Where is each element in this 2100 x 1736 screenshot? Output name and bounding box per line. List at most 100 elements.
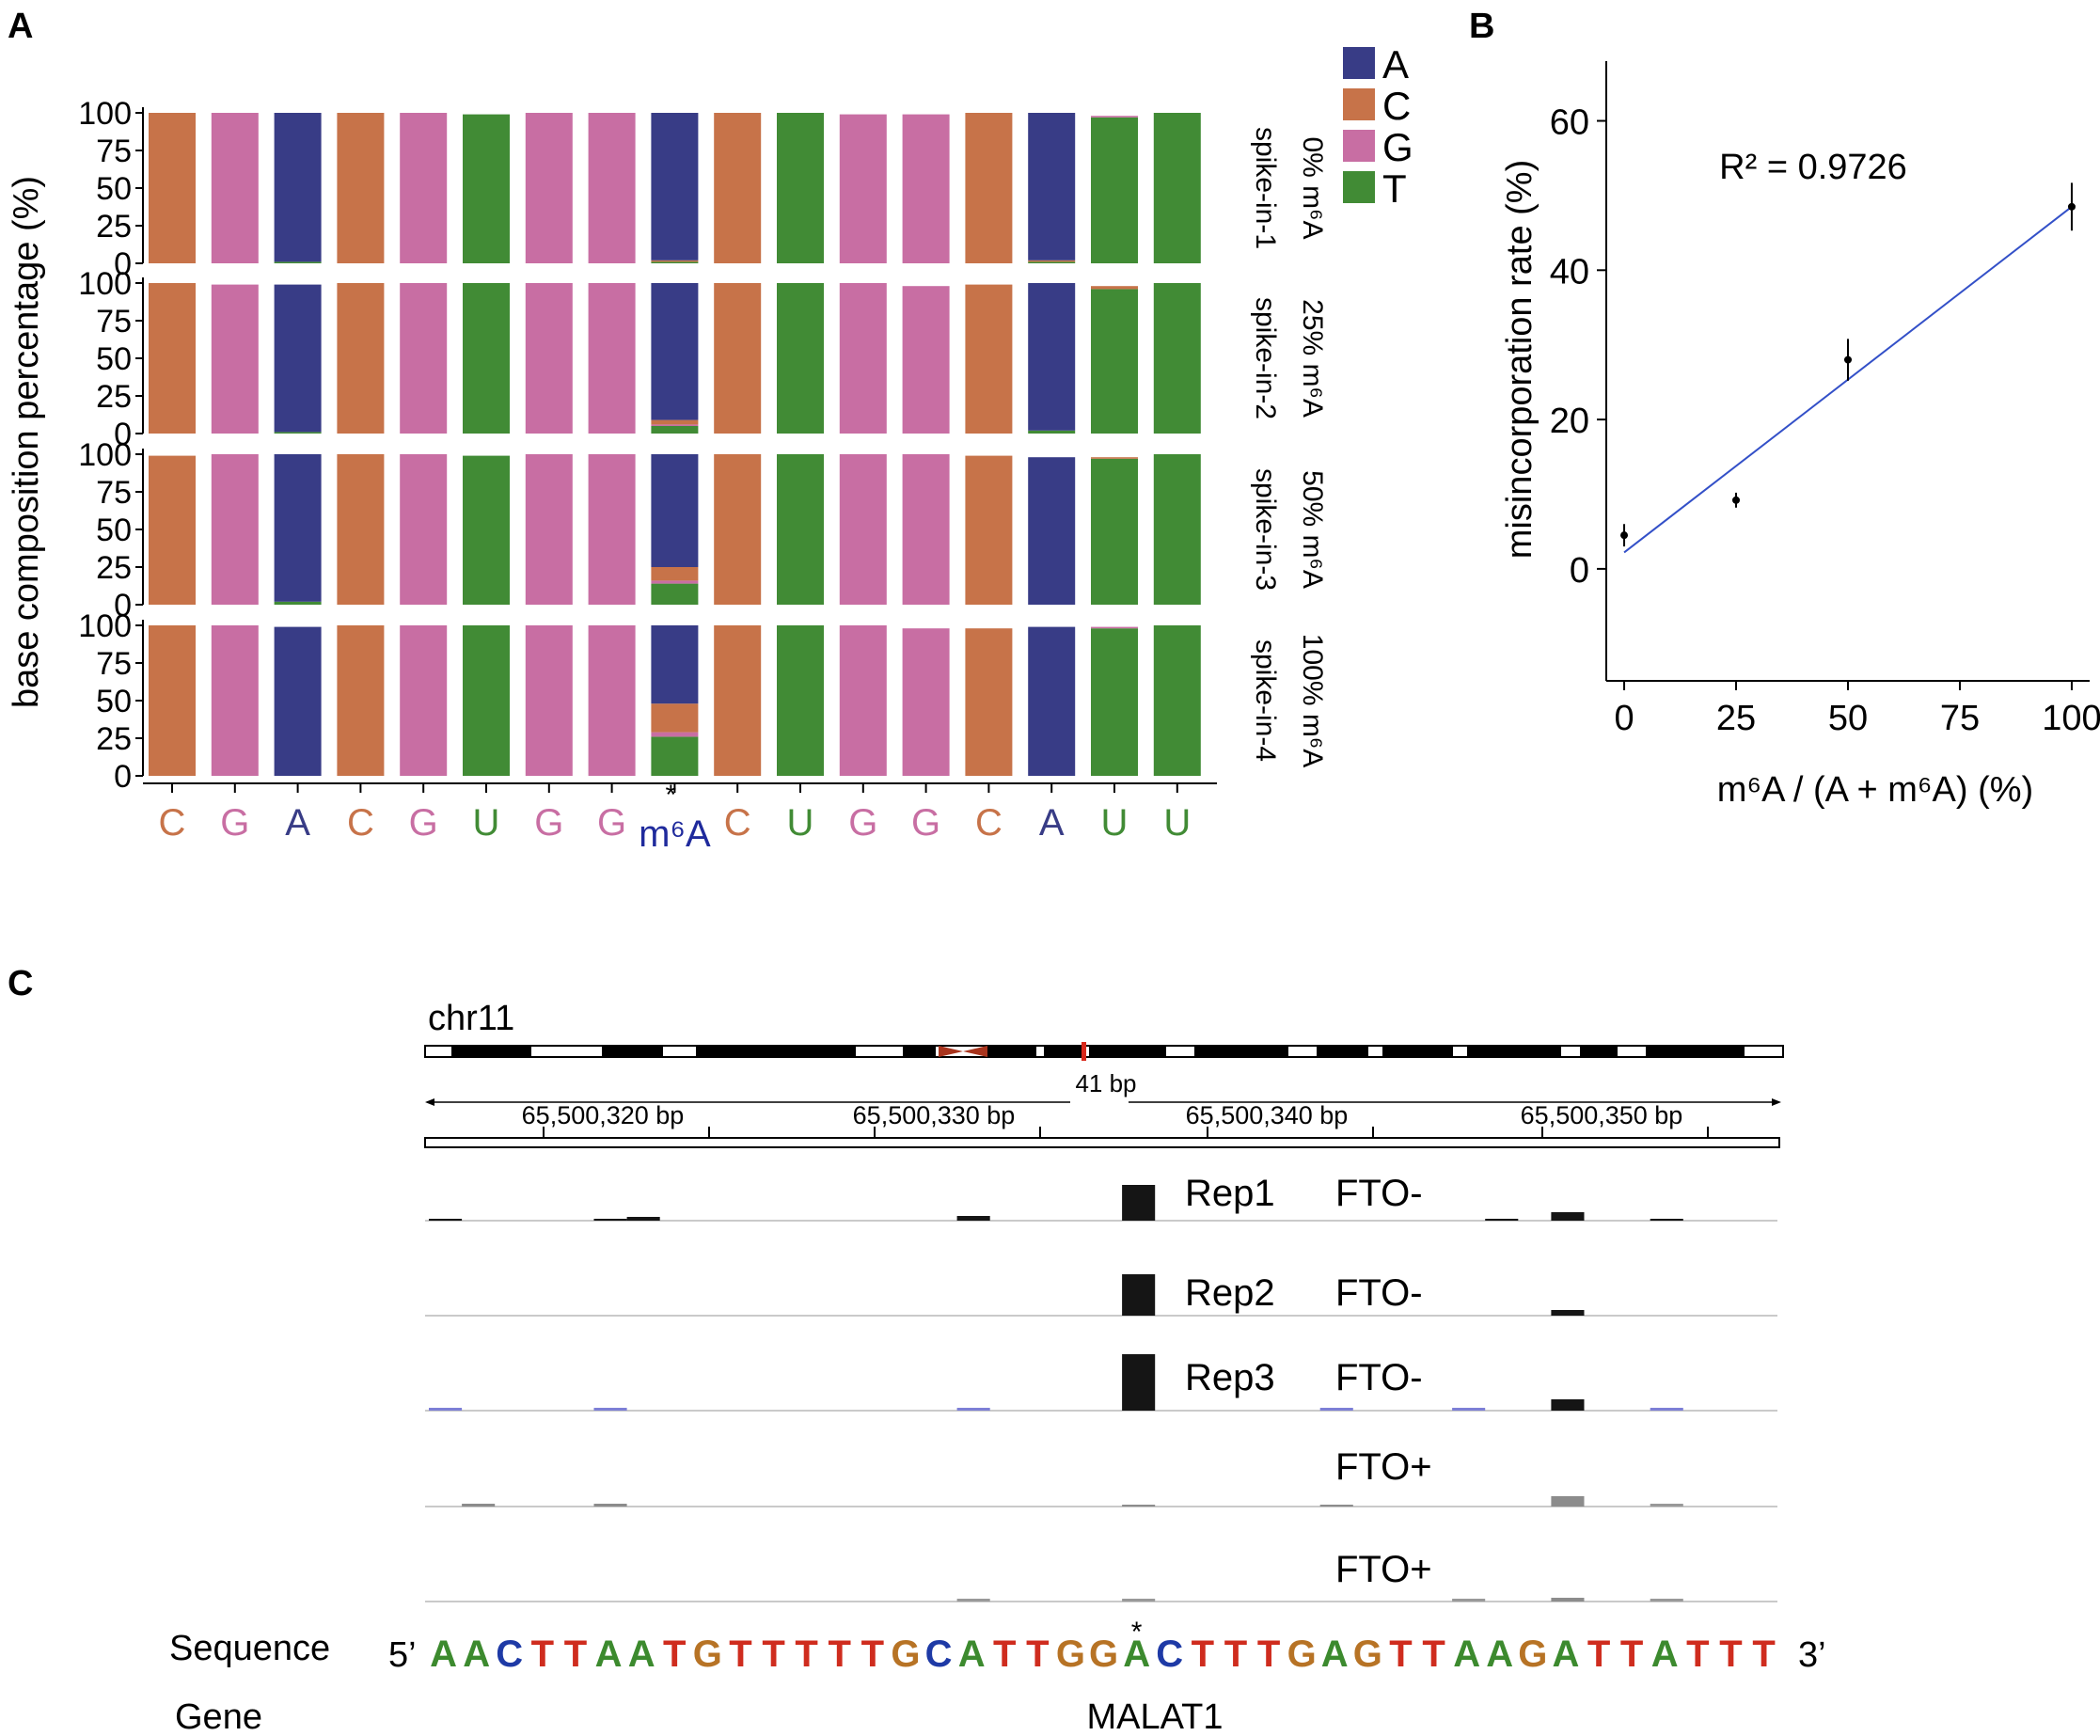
bar-segment-G — [651, 424, 699, 426]
bar-segment-G — [211, 454, 259, 605]
track-replicate-label: Rep3 — [1185, 1357, 1275, 1398]
bar-segment-C — [337, 625, 385, 776]
coverage-bar — [1122, 1274, 1156, 1316]
coverage-bar — [1122, 1354, 1156, 1411]
sequence-base: G — [1287, 1633, 1317, 1675]
sequence-base: T — [762, 1633, 784, 1675]
y-tick-label: 50 — [96, 171, 132, 207]
x-tick-label: C — [347, 802, 374, 844]
sequence-base: T — [795, 1633, 817, 1675]
sequence-base: A — [1123, 1633, 1150, 1675]
ideogram-window-marker — [1082, 1042, 1086, 1061]
track-condition-label: FTO+ — [1335, 1446, 1432, 1488]
bar-segment-G — [651, 580, 699, 584]
facet-strip-spike-in-3: spike-in-3 50% m⁶A — [1250, 468, 1328, 591]
panel-c-five-prime: 5’ — [388, 1635, 417, 1675]
legend-label-C: C — [1382, 84, 1411, 128]
coordinate-label: 65,500,340 bp — [1186, 1101, 1349, 1129]
panel-c-three-prime: 3’ — [1798, 1635, 1826, 1675]
bar-segment-A — [1028, 283, 1076, 431]
ruler-bar — [424, 1137, 1780, 1148]
y-tick-label: 50 — [96, 684, 132, 719]
coverage-bar — [956, 1408, 990, 1411]
coverage-bar — [429, 1219, 463, 1221]
coverage-bar — [593, 1219, 627, 1221]
bar-segment-G — [400, 625, 448, 776]
x-tick-label: A — [1039, 802, 1065, 844]
track-4: FTO+ — [425, 1446, 1777, 1507]
coverage-bar — [1650, 1599, 1683, 1602]
y-tick-label: 25 — [96, 550, 132, 586]
bar-segment-G — [211, 284, 259, 434]
panel-b-scatter: misincorporation rate (%) m⁶A / (A + m⁶A… — [1500, 61, 2100, 810]
coverage-bar — [1650, 1504, 1683, 1507]
x-tick-label: 0 — [1614, 699, 1634, 738]
track-condition-label: FTO- — [1335, 1357, 1423, 1398]
y-tick-label: 25 — [96, 379, 132, 415]
bar-segment-T — [651, 583, 699, 605]
panel-label-b: B — [1469, 7, 1494, 46]
panel-c-tracks: Rep1 FTO- Rep2 FTO- Rep3 FTO- FTO+ FTO+ — [425, 1173, 1777, 1602]
bar-segment-T — [463, 455, 510, 605]
bar-segment-T — [274, 261, 322, 263]
coordinate-label: 65,500,330 bp — [853, 1101, 1016, 1129]
panel-b-plot: 0 25 50 75 100 0 20 40 60 — [1550, 61, 2100, 738]
coordinate-label: 65,500,320 bp — [522, 1101, 685, 1129]
y-tick-label: 0 — [1570, 551, 1589, 591]
panel-c-gene-label: Gene — [175, 1697, 262, 1736]
y-tick-label: 0 — [114, 417, 132, 452]
ideogram-band — [903, 1046, 936, 1057]
ideogram-band — [1317, 1046, 1368, 1057]
track-condition-label: FTO- — [1335, 1272, 1423, 1314]
coverage-bar — [462, 1504, 496, 1507]
facet-condition: 50% m⁶A — [1297, 470, 1328, 589]
y-tick-label: 0 — [114, 759, 132, 795]
coverage-bar — [1485, 1219, 1519, 1221]
y-tick-label: 75 — [96, 646, 132, 682]
sequence-base: G — [693, 1633, 722, 1675]
facet-name: spike-in-3 — [1250, 468, 1281, 591]
sequence-base: T — [663, 1633, 686, 1675]
bar-segment-G — [525, 625, 573, 776]
sequence-base: G — [1056, 1633, 1085, 1675]
coverage-bar — [429, 1408, 463, 1411]
bar-segment-T — [1028, 430, 1076, 434]
facet-name: spike-in-4 — [1250, 639, 1281, 762]
track-replicate-label: Rep1 — [1185, 1173, 1275, 1214]
bar-segment-T — [1091, 458, 1138, 605]
bar-segment-G — [400, 113, 448, 263]
sequence-base: T — [993, 1633, 1016, 1675]
track-3: Rep3 FTO- — [425, 1354, 1777, 1412]
bar-segment-C — [714, 283, 762, 434]
bar-segment-T — [1091, 289, 1138, 434]
bar-segment-T — [651, 736, 699, 776]
bar-segment-G — [588, 113, 636, 263]
coverage-bar — [1122, 1505, 1156, 1507]
bar-segment-A — [274, 284, 322, 433]
bar-segment-T — [1028, 261, 1076, 263]
sequence-base: T — [861, 1633, 884, 1675]
sequence-base: T — [1026, 1633, 1049, 1675]
bar-segment-G — [211, 113, 259, 263]
bar-segment-C — [651, 260, 699, 262]
bar-segment-G — [839, 114, 887, 263]
track-2: Rep2 FTO- — [425, 1272, 1777, 1317]
bar-segment-C — [149, 455, 196, 605]
y-tick-label: 40 — [1550, 252, 1589, 292]
x-tick-label: G — [911, 802, 940, 844]
bar-segment-G — [839, 283, 887, 434]
sequence-base: A — [1453, 1633, 1480, 1675]
bar-segment-A — [651, 113, 699, 260]
legend-label-A: A — [1382, 42, 1409, 87]
y-tick-label: 50 — [96, 513, 132, 548]
coverage-bar — [593, 1408, 627, 1411]
bar-segment-T — [651, 261, 699, 263]
legend-swatch-G — [1343, 130, 1375, 162]
panel-b-y-axis-label: misincorporation rate (%) — [1500, 160, 1539, 559]
ideogram-band — [1089, 1046, 1166, 1057]
sequence-base: T — [1686, 1633, 1709, 1675]
sequence-base: G — [1518, 1633, 1547, 1675]
bar-segment-C — [965, 628, 1013, 776]
bar-segment-G — [839, 625, 887, 776]
